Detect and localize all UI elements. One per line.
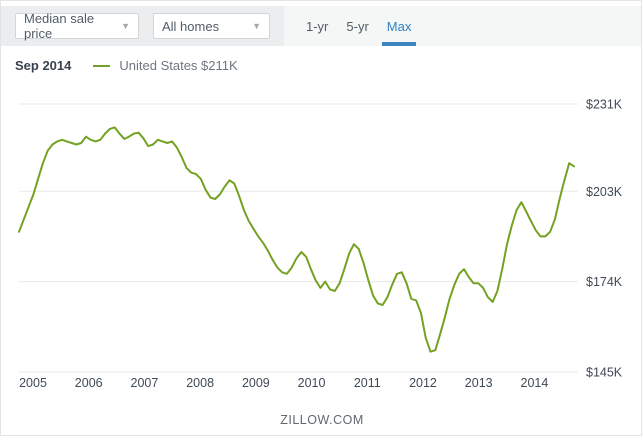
home-type-dropdown[interactable]: All homes ▼ (153, 13, 270, 39)
control-bar: Median sale price ▼ All homes ▼ 1-yr 5-y… (1, 6, 641, 46)
x-axis-labels: 2005 2006 2007 2008 2009 2010 2011 2012 2013 2014 (19, 376, 548, 390)
range-tab-section: 1-yr 5-yr Max (284, 6, 641, 46)
x-tick-label: 2009 (242, 376, 270, 390)
gridlines (19, 103, 578, 373)
y-tick-label: $145K (586, 366, 623, 380)
x-tick-label: 2010 (298, 376, 326, 390)
median-sale-price-chart[interactable]: $231K $203K $174K $145K 2005 2006 2007 2008 2009… (1, 89, 642, 401)
legend-date: Sep 2014 (15, 58, 72, 73)
y-axis-labels: $231K $203K $174K $145K (586, 98, 623, 380)
x-tick-label: 2007 (131, 376, 159, 390)
united-states-series-line (18, 126, 575, 353)
metric-dropdown-value: Median sale price (24, 11, 95, 41)
x-tick-label: 2013 (465, 376, 493, 390)
y-tick-label: $203K (586, 185, 623, 199)
x-tick-label: 2011 (354, 376, 381, 390)
home-type-dropdown-value: All homes (162, 18, 220, 34)
tab-1yr[interactable]: 1-yr (306, 18, 329, 34)
legend-series-label: United States $211K (119, 58, 238, 73)
x-tick-label: 2005 (19, 376, 47, 390)
chart-legend: Sep 2014 United States $211K (15, 58, 238, 73)
y-tick-label: $174K (586, 275, 623, 289)
tab-5yr[interactable]: 5-yr (346, 18, 369, 34)
zillow-watermark: ZILLOW.COM (280, 413, 364, 427)
chevron-down-icon: ▼ (252, 21, 261, 31)
metric-dropdown[interactable]: Median sale price ▼ (15, 11, 139, 41)
y-tick-label: $231K (586, 98, 623, 112)
x-tick-label: 2014 (521, 376, 549, 390)
x-tick-label: 2006 (75, 376, 103, 390)
x-tick-label: 2008 (186, 376, 214, 390)
chart-area: $231K $203K $174K $145K 2005 2006 2007 2008 2009… (1, 89, 642, 401)
range-tabs: 1-yr 5-yr Max (301, 6, 424, 46)
x-tick-label: 2012 (409, 376, 437, 390)
series-color-swatch (93, 64, 111, 67)
tab-max[interactable]: Max (381, 6, 417, 46)
dropdown-section: Median sale price ▼ All homes ▼ (1, 6, 284, 46)
chevron-down-icon: ▼ (121, 21, 130, 31)
